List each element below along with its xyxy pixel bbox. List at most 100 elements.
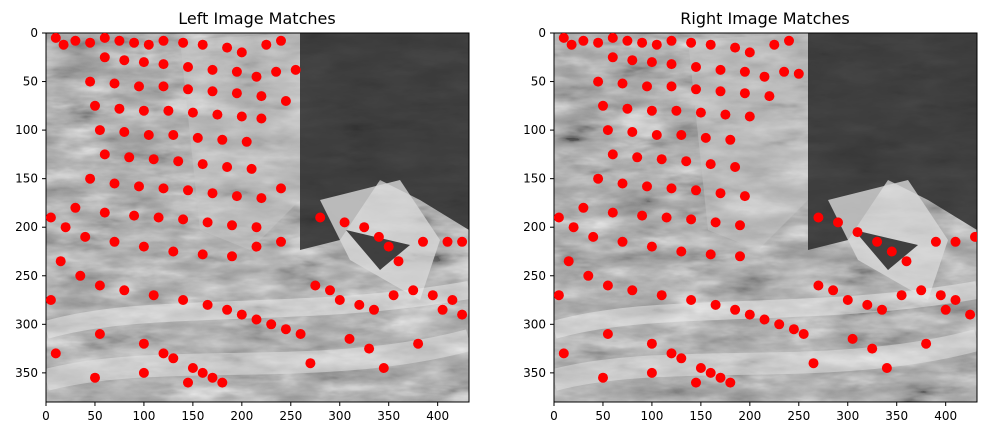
match-point xyxy=(119,285,130,296)
match-point xyxy=(593,173,604,184)
right-y-axis: 0 50 100 150 200 250 300 350 xyxy=(523,26,554,380)
y-tick-label: 50 xyxy=(531,75,546,89)
y-tick-label: 50 xyxy=(23,75,38,89)
match-point xyxy=(607,33,618,43)
match-point xyxy=(764,91,775,102)
match-point xyxy=(241,136,252,147)
match-point xyxy=(666,348,677,359)
match-point xyxy=(256,113,267,124)
match-point xyxy=(715,188,726,199)
match-point xyxy=(227,251,237,262)
match-point xyxy=(212,109,223,120)
left-match-points xyxy=(46,33,468,388)
left-x-axis: 0 50 100 150 200 250 300 350 400 xyxy=(42,402,449,423)
match-point xyxy=(691,377,701,388)
match-point xyxy=(656,290,667,301)
x-tick-label: 400 xyxy=(426,409,449,423)
match-point xyxy=(950,295,961,305)
match-point xyxy=(168,246,179,257)
match-point xyxy=(710,299,721,310)
match-point xyxy=(129,37,140,48)
match-point xyxy=(114,103,125,114)
match-point xyxy=(138,57,149,68)
match-point xyxy=(788,324,799,335)
match-point xyxy=(828,285,839,296)
match-point xyxy=(134,81,144,92)
y-tick-label: 200 xyxy=(15,220,38,234)
match-point xyxy=(872,236,883,247)
match-point xyxy=(593,76,604,87)
match-point xyxy=(651,130,662,140)
match-point xyxy=(46,212,56,223)
right-x-axis: 0 50 100 150 200 250 300 350 400 xyxy=(550,402,957,423)
match-point xyxy=(178,37,189,48)
match-point xyxy=(940,304,951,315)
match-point xyxy=(99,207,110,218)
match-point xyxy=(862,299,873,310)
match-point xyxy=(251,241,262,252)
match-point xyxy=(666,59,677,70)
x-tick-label: 400 xyxy=(934,409,957,423)
match-point xyxy=(457,236,468,247)
x-tick-label: 100 xyxy=(132,409,155,423)
match-point xyxy=(881,363,892,373)
match-point xyxy=(75,270,86,281)
match-point xyxy=(236,47,247,58)
match-point xyxy=(661,212,672,223)
match-point xyxy=(138,338,149,349)
match-point xyxy=(197,249,208,260)
match-point xyxy=(217,134,228,145)
match-point xyxy=(554,212,564,223)
match-point xyxy=(646,338,657,349)
match-point xyxy=(114,35,125,46)
match-point xyxy=(143,39,154,50)
match-point xyxy=(950,236,961,247)
match-point xyxy=(646,57,657,68)
match-point xyxy=(109,178,120,189)
match-point xyxy=(153,212,164,223)
match-point xyxy=(60,222,71,233)
match-point xyxy=(735,251,745,262)
match-point xyxy=(168,130,179,140)
match-point xyxy=(158,59,169,70)
match-point xyxy=(148,290,159,301)
x-tick-label: 150 xyxy=(181,409,204,423)
match-point xyxy=(695,363,706,373)
match-point xyxy=(80,231,91,242)
match-point xyxy=(99,149,110,160)
match-point xyxy=(70,35,81,46)
match-point xyxy=(730,304,741,315)
match-point xyxy=(418,236,428,247)
match-point xyxy=(207,64,218,75)
match-point xyxy=(187,363,198,373)
match-point xyxy=(364,343,375,354)
match-point xyxy=(744,111,755,122)
match-point xyxy=(583,270,594,281)
match-point xyxy=(231,88,242,99)
match-point xyxy=(695,107,706,118)
match-point xyxy=(178,214,189,225)
match-point xyxy=(842,295,853,305)
x-tick-label: 150 xyxy=(689,409,712,423)
match-point xyxy=(427,290,438,301)
match-point xyxy=(637,37,648,48)
match-point xyxy=(148,154,159,165)
match-point xyxy=(369,304,379,315)
match-point xyxy=(50,348,61,359)
match-point xyxy=(134,181,144,192)
match-point xyxy=(715,372,726,383)
right-image xyxy=(554,33,977,402)
match-point xyxy=(236,309,247,320)
match-point xyxy=(847,333,858,344)
match-point xyxy=(261,39,272,50)
match-point xyxy=(119,55,130,66)
match-point xyxy=(280,96,291,106)
match-point xyxy=(290,64,301,75)
match-point xyxy=(705,249,716,260)
match-point xyxy=(50,33,61,43)
match-point xyxy=(656,154,667,165)
match-point xyxy=(666,81,677,92)
match-point xyxy=(168,353,179,364)
match-point xyxy=(705,39,716,50)
x-tick-label: 350 xyxy=(885,409,908,423)
